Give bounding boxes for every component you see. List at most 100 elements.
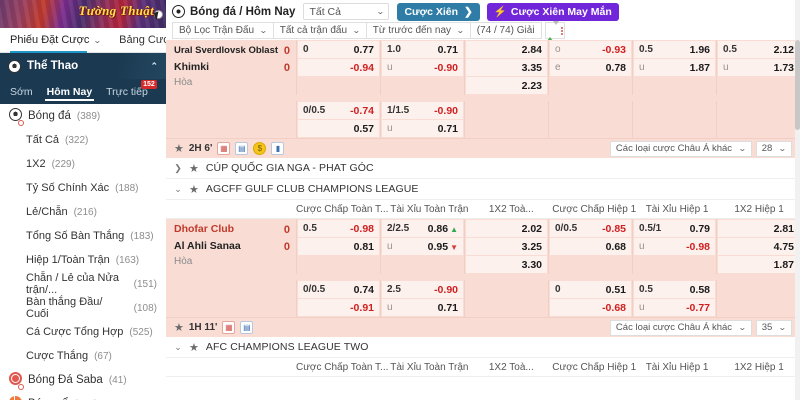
- league-name: CÚP QUỐC GIA NGA - PHAT GÓC: [205, 162, 374, 174]
- odds-cell[interactable]: 0.57: [298, 120, 379, 137]
- handicap-value: 0.5/1: [639, 223, 662, 234]
- odds-cell[interactable]: u 1.87: [634, 59, 715, 76]
- odds-cell[interactable]: o -0.93: [550, 41, 631, 58]
- odds-cell[interactable]: 0.5 2.12: [718, 41, 799, 58]
- sidebar-item-all[interactable]: Tất Cả (322): [0, 128, 166, 152]
- odds-cell[interactable]: u 0.95 ▼: [382, 238, 463, 255]
- odds-cell[interactable]: 0 0.51: [550, 281, 631, 298]
- odds-cell[interactable]: 0/0.5 0.74: [298, 281, 379, 298]
- parlay-button[interactable]: Cược Xiên ❯: [397, 2, 480, 21]
- scrollbar[interactable]: [795, 0, 800, 400]
- chevron-up-icon[interactable]: ⌃: [150, 60, 158, 71]
- league-count-chip[interactable]: (74 / 74) Giải: [469, 22, 542, 39]
- day-tab-live[interactable]: Trực tiếp 152: [106, 79, 157, 104]
- odds-cell[interactable]: u -0.98: [634, 238, 715, 255]
- odds-cell[interactable]: 2.02: [466, 220, 547, 237]
- odds-cell[interactable]: 0.81: [298, 238, 379, 255]
- odds-cell[interactable]: u 0.71: [382, 299, 463, 316]
- odds-cell[interactable]: 1.0 0.71: [382, 41, 463, 58]
- stats-icon[interactable]: ▮: [271, 142, 285, 155]
- odds-cell[interactable]: 2.5 -0.90: [382, 281, 463, 298]
- odds-cell[interactable]: 0.68: [550, 238, 631, 255]
- bet-count-dropdown[interactable]: 35 ⌄: [755, 319, 792, 336]
- odds-cell[interactable]: -0.91: [298, 299, 379, 316]
- scoreboard-icon[interactable]: ▤: [240, 321, 254, 334]
- sidebar-item-total-goals[interactable]: Tổng Số Bàn Thắng (183): [0, 224, 166, 248]
- other-asian-bets-dropdown[interactable]: Các loại cược Châu Á khác ⌄: [609, 319, 752, 336]
- match-time: 1H 11': [188, 322, 218, 333]
- match-filter-dropdown[interactable]: Bộ Lọc Trận Đấu ⌄: [172, 22, 274, 39]
- all-matches-dropdown[interactable]: Tất cả trận đấu ⌄: [272, 22, 367, 39]
- odds-cell[interactable]: 2/2.5 0.86 ▲: [382, 220, 463, 237]
- sidebar-item-football[interactable]: Bóng đá (389): [0, 104, 166, 128]
- odds-cell[interactable]: 0.5/1 0.79: [634, 220, 715, 237]
- favorite-star-icon[interactable]: ★: [174, 143, 184, 155]
- odds-col-handicap-ft: 0.5 -0.98 0.81: [296, 219, 380, 274]
- odds-cell[interactable]: e 0.78: [550, 59, 631, 76]
- away-team-line: Khimki 0: [174, 59, 290, 76]
- odds-cell[interactable]: 2.23: [466, 77, 547, 94]
- odds-cell[interactable]: 3.35: [466, 59, 547, 76]
- sidebar-item-mix-parlay[interactable]: Cá Cược Tổng Hợp (525): [0, 320, 166, 344]
- odds-cell[interactable]: 1/1.5 -0.90: [382, 102, 463, 119]
- sort-toggle-icon[interactable]: [544, 20, 565, 41]
- odds-cell[interactable]: 0.5 1.96: [634, 41, 715, 58]
- lucky-parlay-button[interactable]: ⚡ Cược Xiên May Mắn: [486, 2, 619, 21]
- odds-cell[interactable]: u -0.90: [382, 59, 463, 76]
- odds-cell[interactable]: 0 0.77: [298, 41, 379, 58]
- grid-icon[interactable]: ▦: [217, 142, 231, 155]
- odds-cell[interactable]: u 1.73: [718, 59, 799, 76]
- odds-cell[interactable]: 0.5 -0.98: [298, 220, 379, 237]
- league-row-expanded[interactable]: ⌄ ★ AGCFF GULF CLUB CHAMPIONS LEAGUE: [166, 179, 800, 200]
- chevron-down-icon[interactable]: ⌄: [174, 183, 182, 194]
- day-tab-early[interactable]: Sớm: [10, 79, 33, 104]
- chevron-right-icon[interactable]: ❯: [174, 162, 182, 173]
- favorite-star-icon[interactable]: ★: [189, 162, 199, 175]
- odds-cell[interactable]: u 0.71: [382, 120, 463, 137]
- grid-icon[interactable]: ▦: [222, 321, 236, 334]
- day-tab-today[interactable]: Hôm Nay: [44, 79, 94, 104]
- odds-cell[interactable]: 2.81: [718, 220, 799, 237]
- tab-bet-slip[interactable]: Phiếu Đặt Cược ⌄: [10, 28, 102, 53]
- team-cell[interactable]: Dhofar Club 0 Al Ahli Sanaa 0 Hòa: [166, 219, 296, 274]
- sidebar-item-outright[interactable]: Cược Thắng (67): [0, 344, 166, 368]
- team-cell-spacer: [166, 280, 296, 317]
- favorite-star-icon[interactable]: ★: [189, 183, 199, 196]
- odds-cell[interactable]: 2.84: [466, 41, 547, 58]
- odds-cell[interactable]: -0.68: [550, 299, 631, 316]
- sidebar-item-half-odd-even[interactable]: Chẵn / Lẻ của Nửa trận/... (151): [0, 272, 166, 296]
- handicap-value: 2.5: [387, 284, 401, 295]
- odds-cell[interactable]: 4.75: [718, 238, 799, 255]
- sidebar-item-first-last-goal[interactable]: Bàn thắng Đầu/ Cuối (108): [0, 296, 166, 320]
- all-filter-select[interactable]: Tất Cả ⌄: [303, 3, 390, 20]
- live-stream-banner[interactable]: Tường Thuật: [0, 0, 166, 28]
- odds-cell[interactable]: u -0.77: [634, 299, 715, 316]
- sidebar-item-basketball[interactable]: Bóng rổ (627): [0, 392, 166, 400]
- bet-count-dropdown[interactable]: 28 ⌄: [755, 140, 792, 157]
- odds-cell[interactable]: -0.94: [298, 59, 379, 76]
- time-range-dropdown[interactable]: Từ trước đến nay ⌄: [365, 22, 471, 39]
- team-cell[interactable]: Ural Sverdlovsk Oblast 0 Khimki 0 Hòa: [166, 40, 296, 95]
- league-row-collapsed[interactable]: ❯ ★ CÚP QUỐC GIA NGA - PHAT GÓC: [166, 158, 800, 179]
- odds-cell[interactable]: 0.5 0.58: [634, 281, 715, 298]
- other-asian-bets-dropdown[interactable]: Các loại cược Châu Á khác ⌄: [609, 140, 752, 157]
- odds-cell[interactable]: 0/0.5 -0.85: [550, 220, 631, 237]
- favorite-star-icon[interactable]: ★: [174, 322, 184, 334]
- sidebar-item-correct-score[interactable]: Tỷ Số Chính Xác (188): [0, 176, 166, 200]
- scrollbar-thumb[interactable]: [795, 40, 800, 130]
- odds-cell[interactable]: 0/0.5 -0.74: [298, 102, 379, 119]
- sidebar-sport-header[interactable]: Thể Thao ⌃: [0, 53, 166, 79]
- odds-cell[interactable]: 3.25: [466, 238, 547, 255]
- sidebar-item-odd-even[interactable]: Lẻ/Chẵn (216): [0, 200, 166, 224]
- odds-cell[interactable]: 3.30: [466, 256, 547, 273]
- tab-bet-board[interactable]: Bảng Cược: [119, 28, 176, 53]
- sidebar-item-saba-football[interactable]: Bóng Đá Saba (41): [0, 368, 166, 392]
- coin-icon[interactable]: $: [253, 142, 267, 155]
- sidebar-item-1x2[interactable]: 1X2 (229): [0, 152, 166, 176]
- favorite-star-icon[interactable]: ★: [189, 341, 199, 354]
- chevron-down-icon[interactable]: ⌄: [174, 341, 182, 352]
- scoreboard-icon[interactable]: ▤: [235, 142, 249, 155]
- odds-cell[interactable]: 1.87: [718, 256, 799, 273]
- league-row-bottom[interactable]: ⌄ ★ AFC CHAMPIONS LEAGUE TWO: [166, 337, 800, 358]
- sidebar-item-half-full[interactable]: Hiệp 1/Toàn Trận (163): [0, 248, 166, 272]
